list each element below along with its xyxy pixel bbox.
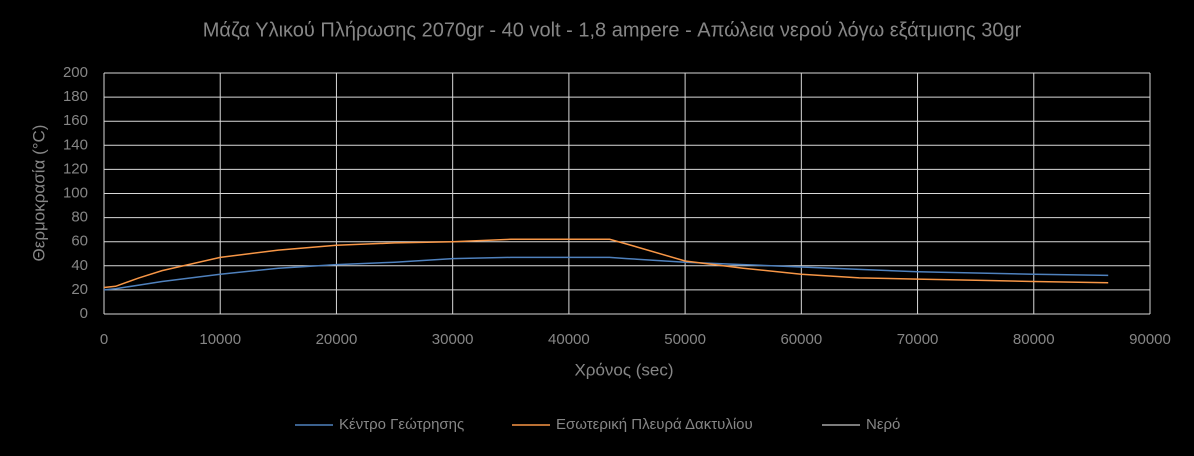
x-tick-label: 10000 (199, 331, 241, 348)
chart-title: Μάζα Υλικού Πλήρωσης 2070gr - 40 volt - … (203, 19, 1022, 41)
x-tick-label: 90000 (1129, 331, 1171, 348)
y-tick-label: 160 (63, 112, 88, 129)
x-tick-label: 80000 (1013, 331, 1055, 348)
y-tick-label: 80 (71, 209, 88, 226)
y-tick-label: 120 (63, 160, 88, 177)
series-line (103, 238, 1109, 289)
y-tick-label: 180 (63, 88, 88, 105)
y-tick-label: 200 (63, 64, 88, 81)
y-tick-label: 140 (63, 136, 88, 153)
x-tick-label: 70000 (897, 331, 939, 348)
x-axis-label: Χρόνος (sec) (574, 360, 673, 379)
x-tick-label: 60000 (780, 331, 822, 348)
x-tick-label: 40000 (548, 331, 590, 348)
x-tick-label: 0 (100, 331, 108, 348)
x-tick-label: 50000 (664, 331, 706, 348)
series-line (103, 256, 1109, 291)
legend-label: Νερό (866, 416, 900, 433)
y-tick-label: 40 (71, 257, 88, 274)
legend-label: Κέντρο Γεώτρησης (339, 416, 464, 433)
x-tick-label: 30000 (432, 331, 474, 348)
y-tick-label: 60 (71, 233, 88, 250)
y-tick-label: 20 (71, 281, 88, 298)
x-tick-label: 20000 (316, 331, 358, 348)
y-tick-label: 100 (63, 184, 88, 201)
y-tick-label: 0 (80, 305, 88, 322)
y-axis-label: Θερμοκρασία (°C) (29, 125, 48, 262)
legend-label: Εσωτερική Πλευρά Δακτυλίου (556, 416, 753, 433)
